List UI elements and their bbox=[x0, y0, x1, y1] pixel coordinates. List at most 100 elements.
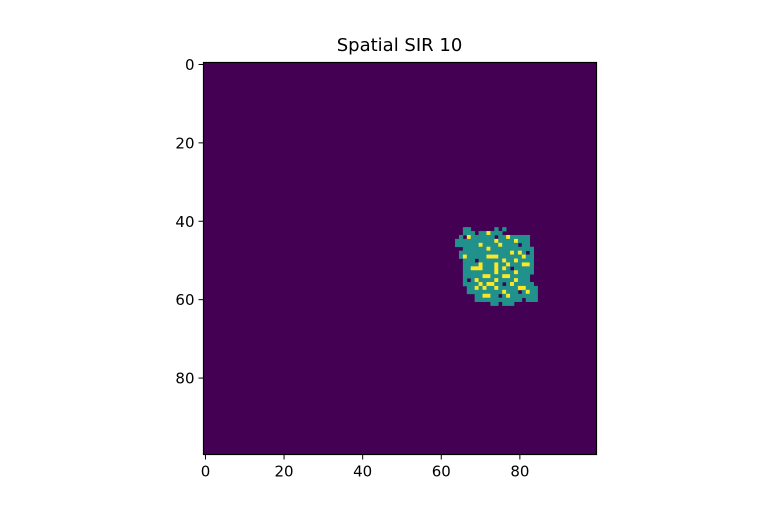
heatmap-cell-recovered bbox=[529, 297, 534, 302]
heatmap-cell-recovered bbox=[498, 282, 503, 287]
heatmap-cell-infected bbox=[462, 254, 468, 259]
heatmap-cell-recovered bbox=[521, 246, 527, 252]
heatmap-cell-recovered bbox=[498, 231, 503, 236]
heatmap-cell-recovered bbox=[486, 270, 491, 275]
heatmap-cell-recovered bbox=[458, 234, 464, 240]
heatmap-cell-infected bbox=[494, 285, 499, 291]
y-tick-label: 60 bbox=[175, 291, 194, 309]
heatmap-cell-recovered bbox=[502, 285, 507, 291]
heatmap-cell-infected bbox=[506, 274, 511, 279]
heatmap-cell-recovered bbox=[494, 227, 499, 232]
heatmap-cell-recovered bbox=[510, 293, 515, 299]
heatmap-cell-recovered bbox=[510, 254, 515, 259]
heatmap-cell-recovered bbox=[513, 242, 519, 248]
heatmap-cell-recovered bbox=[510, 285, 515, 291]
heatmap-cell-recovered bbox=[510, 258, 515, 263]
heatmap-cell-recovered bbox=[482, 231, 487, 236]
heatmap-cell-recovered bbox=[470, 231, 476, 236]
heatmap-cell-infected bbox=[498, 242, 503, 248]
heatmap-cell-recovered bbox=[510, 297, 515, 302]
heatmap-cell-recovered bbox=[490, 262, 495, 267]
heatmap-cell-recovered bbox=[494, 297, 499, 302]
heatmap-cell-recovered bbox=[502, 238, 507, 244]
heatmap-cell-infected bbox=[510, 282, 515, 287]
heatmap-cell-infected bbox=[470, 266, 476, 271]
heatmap-cell-recovered bbox=[490, 258, 495, 263]
heatmap-cell-recovered bbox=[525, 278, 531, 283]
heatmap-cell-recovered bbox=[510, 289, 515, 295]
heatmap-cell-infected bbox=[506, 293, 511, 299]
heatmap-cell-recovered bbox=[529, 282, 534, 287]
heatmap-cell-recovered bbox=[513, 234, 519, 240]
heatmap-cell-recovered bbox=[470, 274, 476, 279]
heatmap-cell-recovered bbox=[525, 285, 531, 291]
heatmap-cell-recovered bbox=[470, 238, 476, 244]
heatmap-cell-recovered bbox=[506, 285, 511, 291]
heatmap-cell-recovered bbox=[486, 278, 491, 283]
heatmap-cell-recovered bbox=[474, 254, 479, 259]
heatmap-cell-recovered bbox=[462, 270, 468, 275]
heatmap-cell-recovered bbox=[486, 258, 491, 263]
heatmap-cell-recovered bbox=[490, 266, 495, 271]
heatmap-cell-recovered bbox=[529, 250, 534, 255]
heatmap-cell-infected bbox=[494, 238, 499, 244]
heatmap-cell-recovered bbox=[506, 238, 511, 244]
heatmap-cell-recovered bbox=[513, 274, 519, 279]
heatmap-cell-infected bbox=[525, 289, 531, 295]
heatmap-cell-infected bbox=[517, 285, 523, 291]
x-tick-label: 60 bbox=[432, 463, 451, 481]
heatmap-cell-recovered bbox=[506, 278, 511, 283]
heatmap-cell-recovered bbox=[494, 274, 499, 279]
heatmap-cell-recovered bbox=[490, 234, 495, 240]
heatmap-cell-recovered bbox=[478, 258, 483, 263]
heatmap-cell-infected bbox=[510, 250, 515, 255]
heatmap-cell-infected bbox=[521, 285, 527, 291]
heatmap-cell-recovered bbox=[510, 301, 515, 306]
heatmap-cell-recovered bbox=[510, 270, 515, 275]
heatmap-cell-recovered bbox=[470, 289, 476, 295]
heatmap-cell-infected bbox=[506, 262, 511, 267]
heatmap-cell-recovered bbox=[494, 258, 499, 263]
heatmap-cell-recovered bbox=[466, 250, 472, 255]
heatmap-cell-infected bbox=[525, 262, 531, 267]
heatmap-cell-infected bbox=[521, 262, 527, 267]
heatmap-cell-recovered bbox=[490, 297, 495, 302]
heatmap-cell-recovered bbox=[517, 293, 523, 299]
heatmap-cell-recovered bbox=[529, 262, 534, 267]
heatmap-cell-infected bbox=[466, 234, 472, 240]
heatmap-cell-recovered bbox=[502, 297, 507, 302]
heatmap-cell-recovered bbox=[466, 266, 472, 271]
heatmap-cell-recovered bbox=[470, 258, 476, 263]
heatmap-cell-recovered bbox=[513, 254, 519, 259]
heatmap-cell-recovered bbox=[498, 297, 503, 302]
heatmap-cell-recovered bbox=[490, 250, 495, 255]
heatmap-cell-infected bbox=[502, 258, 507, 263]
heatmap-cell-recovered bbox=[458, 242, 464, 248]
heatmap-cell-recovered bbox=[498, 274, 503, 279]
heatmap-cell-recovered bbox=[490, 274, 495, 279]
heatmap-cell-recovered bbox=[486, 234, 491, 240]
heatmap-cell-recovered bbox=[462, 266, 468, 271]
heatmap-cell-recovered bbox=[482, 262, 487, 267]
heatmap-cell-recovered bbox=[506, 266, 511, 271]
heatmap-cell-recovered bbox=[525, 270, 531, 275]
heatmap-cell-recovered bbox=[517, 234, 523, 240]
heatmap-cell-infected bbox=[486, 231, 491, 236]
heatmap-cell-recovered bbox=[513, 293, 519, 299]
heatmap-cell-recovered bbox=[482, 266, 487, 271]
heatmap-cell-infected bbox=[517, 250, 523, 255]
heatmap-cell-infected bbox=[478, 242, 483, 248]
heatmap-cell-recovered bbox=[494, 250, 499, 255]
heatmap-cell-recovered bbox=[470, 250, 476, 255]
heatmap-cell-recovered bbox=[513, 262, 519, 267]
heatmap-cell-recovered bbox=[502, 234, 507, 240]
heatmap-cell-recovered bbox=[502, 227, 507, 232]
heatmap-cell-recovered bbox=[474, 242, 479, 248]
heatmap-cell-recovered bbox=[455, 242, 460, 248]
heatmap-cell-recovered bbox=[525, 266, 531, 271]
heatmap-cell-recovered bbox=[494, 289, 499, 295]
heatmap-cell-recovered bbox=[466, 289, 472, 295]
heatmap-cell-recovered bbox=[521, 270, 527, 275]
heatmap-cell-recovered bbox=[498, 285, 503, 291]
